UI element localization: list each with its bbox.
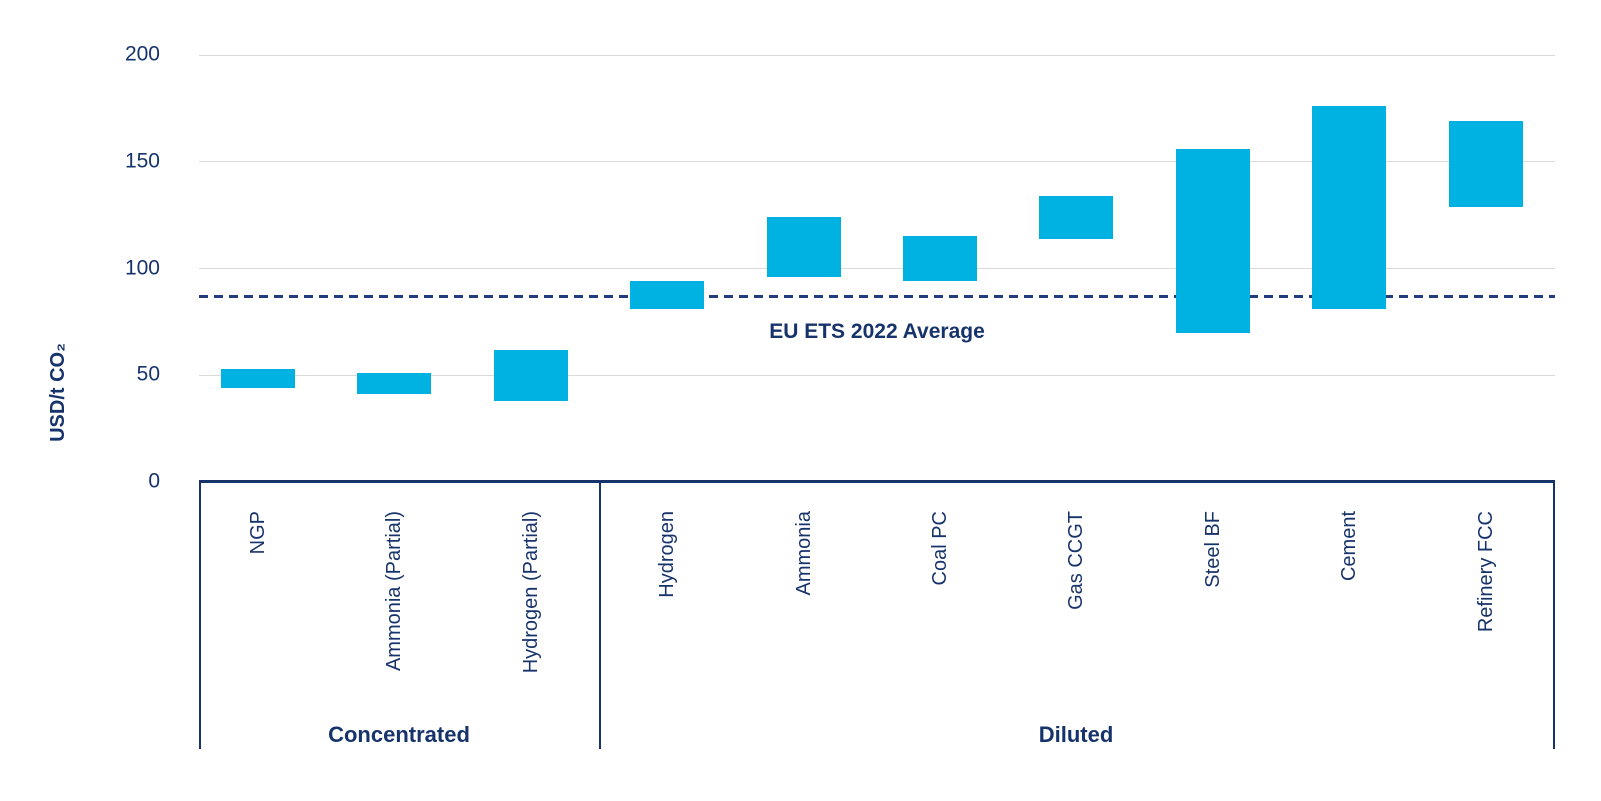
x-label-cement: Cement (1338, 511, 1361, 582)
bar-ammonia-partial- (357, 373, 432, 395)
bar-gas-ccgt (1039, 195, 1114, 239)
gridline-100 (199, 268, 1555, 269)
y-tick-100: 100 (124, 256, 160, 280)
bar-ammonia (766, 217, 841, 278)
x-label-steel-bf: Steel BF (1201, 511, 1224, 588)
y-tick-200: 200 (124, 42, 160, 66)
gridline-50 (199, 374, 1555, 376)
bar-hydrogen (630, 281, 705, 310)
x-axis-line (199, 480, 1555, 483)
frame-left (199, 482, 201, 749)
frame-right (1553, 482, 1555, 749)
bar-ngp (221, 368, 295, 389)
x-label-hydrogen: Hydrogen (656, 511, 679, 598)
x-label-ammonia-partial-: Ammonia (Partial) (383, 511, 406, 672)
gridline-150 (199, 161, 1555, 163)
x-label-ngp: NGP (247, 511, 269, 555)
y-tick-50: 50 (136, 362, 160, 386)
bar-steel-bf (1175, 148, 1250, 333)
group-label-concentrated: Concentrated (328, 722, 470, 747)
bar-coal-pc (903, 236, 977, 282)
frame-divider (599, 482, 601, 749)
bar-hydrogen-partial- (493, 349, 568, 401)
bar-refinery-fcc (1448, 121, 1523, 207)
y-tick-0: 0 (148, 469, 160, 493)
group-label-diluted: Diluted (1038, 722, 1114, 747)
gridline-200 (199, 54, 1555, 56)
x-label-refinery-fcc: Refinery FCC (1474, 511, 1497, 633)
reference-line (199, 294, 1555, 298)
y-tick-150: 150 (124, 149, 160, 173)
x-label-gas-ccgt: Gas CCGT (1065, 511, 1088, 610)
x-label-ammonia: Ammonia (792, 511, 815, 596)
x-label-hydrogen-partial-: Hydrogen (Partial) (519, 511, 542, 674)
x-label-coal-pc: Coal PC (929, 511, 951, 586)
reference-line-label: EU ETS 2022 Average (769, 320, 985, 343)
bar-cement (1312, 106, 1387, 310)
y-axis-title: USD/t CO₂ (47, 343, 69, 442)
